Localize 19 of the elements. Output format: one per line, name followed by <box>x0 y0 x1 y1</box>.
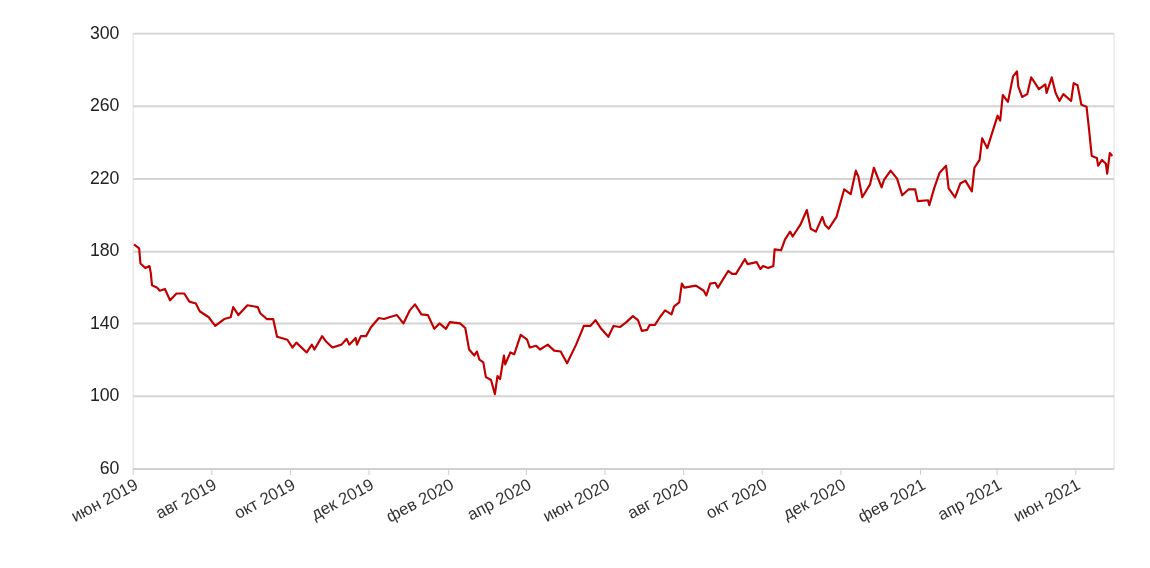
x-tick-label: апр 2020 <box>464 474 535 525</box>
y-tick-label: 260 <box>89 95 120 116</box>
x-tick-label: апр 2021 <box>934 474 1005 525</box>
y-tick-label: 300 <box>89 22 120 43</box>
x-tick-label: фев 2021 <box>854 474 929 527</box>
y-tick-label: 100 <box>89 385 120 406</box>
x-tick-label: авг 2019 <box>152 474 220 523</box>
y-tick-label: 180 <box>89 240 120 261</box>
x-tick-label: окт 2020 <box>702 474 771 523</box>
x-tick-label: июн 2020 <box>539 474 613 526</box>
line-series <box>132 70 1114 396</box>
x-tick-label: июн 2021 <box>1010 474 1084 526</box>
x-tick-label: фев 2020 <box>382 474 457 527</box>
y-tick-label: 140 <box>89 312 120 333</box>
x-tick-label: окт 2019 <box>230 474 299 523</box>
x-tick-label: дек 2019 <box>307 474 377 524</box>
x-tick-label: дек 2020 <box>779 474 849 524</box>
y-tick-label: 220 <box>89 167 120 188</box>
x-tick-label: авг 2020 <box>624 474 692 523</box>
